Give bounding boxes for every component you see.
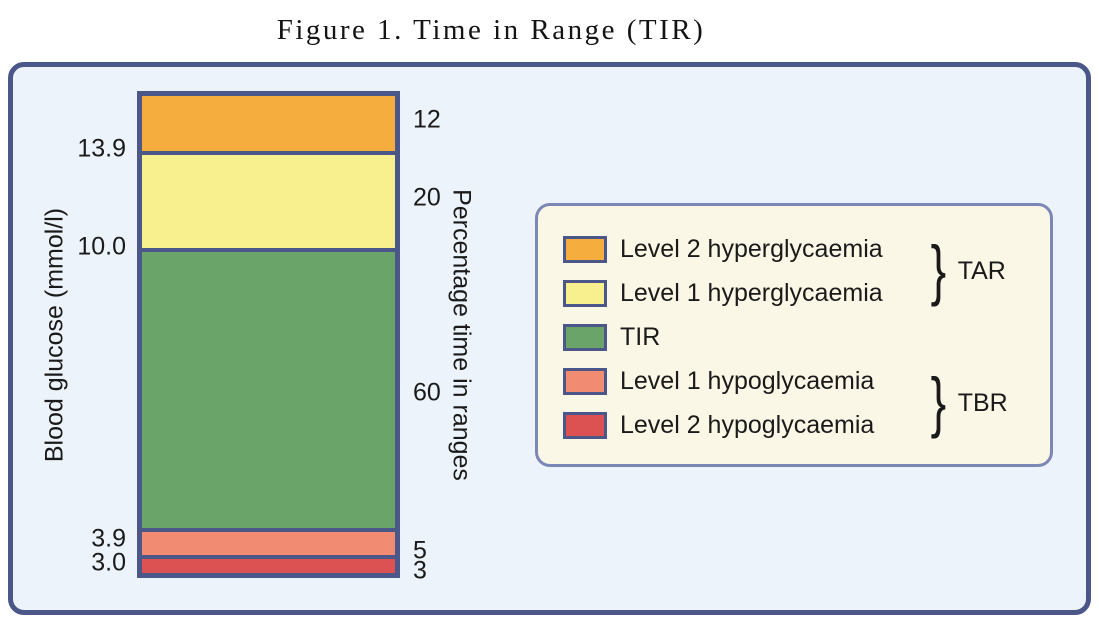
legend-group-tbr: } TBR bbox=[928, 365, 1008, 440]
bar-segment-tir bbox=[142, 247, 395, 529]
bar-segment-level1-hypo bbox=[142, 528, 395, 556]
brace-icon: } bbox=[930, 233, 947, 308]
legend-swatch-level2-hypo bbox=[563, 411, 607, 439]
glucose-tick-10-0: 10.0 bbox=[77, 232, 126, 261]
stacked-bar-chart: 13.9 10.0 3.9 3.0 12 20 60 5 3 bbox=[77, 91, 441, 584]
bar-segment-level2-hypo bbox=[142, 555, 395, 573]
percent-label-level2-hyper: 12 bbox=[413, 105, 441, 134]
legend-swatch-level2-hyper bbox=[563, 235, 607, 263]
legend-row-level1-hyper: Level 1 hyperglycaemia bbox=[563, 271, 1050, 315]
legend-swatch-level1-hyper bbox=[563, 279, 607, 307]
figure-panel: Blood glucose (mmol/l) Percentage time i… bbox=[8, 62, 1091, 615]
legend-group-tar: } TAR bbox=[928, 233, 1006, 308]
bar-segment-level1-hyper bbox=[142, 151, 395, 248]
legend-row-level2-hypo: Level 2 hypoglycaemia bbox=[563, 403, 1050, 447]
brace-icon: } bbox=[930, 365, 947, 440]
glucose-tick-3-9: 3.9 bbox=[91, 524, 126, 553]
percent-label-level1-hyper: 20 bbox=[413, 183, 441, 212]
percent-label-level2-hypo: 3 bbox=[413, 556, 427, 585]
legend-label-level2-hypo: Level 2 hypoglycaemia bbox=[620, 410, 875, 439]
legend-swatch-tir bbox=[563, 323, 607, 351]
percent-label-level1-hypo: 5 bbox=[413, 536, 427, 565]
figure-title: Figure 1. Time in Range (TIR) bbox=[276, 14, 706, 46]
bar-segment-level2-hyper bbox=[142, 96, 395, 152]
legend-label-level1-hypo: Level 1 hypoglycaemia bbox=[620, 366, 875, 395]
legend-row-level2-hyper: Level 2 hyperglycaemia bbox=[563, 227, 1050, 271]
stacked-bar bbox=[137, 91, 400, 578]
legend-label-level1-hyper: Level 1 hyperglycaemia bbox=[620, 278, 883, 307]
legend-label-level2-hyper: Level 2 hyperglycaemia bbox=[620, 234, 883, 263]
y-axis-label-glucose: Blood glucose (mmol/l) bbox=[40, 207, 69, 463]
percent-label-tir: 60 bbox=[413, 378, 441, 407]
group-label-tar: TAR bbox=[957, 256, 1006, 285]
group-label-tbr: TBR bbox=[957, 388, 1008, 417]
legend-row-tir: TIR bbox=[563, 315, 1050, 359]
glucose-tick-3-0: 3.0 bbox=[91, 548, 126, 577]
glucose-tick-13-9: 13.9 bbox=[77, 134, 126, 163]
legend: Level 2 hyperglycaemia Level 1 hyperglyc… bbox=[535, 203, 1053, 467]
legend-swatch-level1-hypo bbox=[563, 367, 607, 395]
y-axis-label-percentage: Percentage time in ranges bbox=[447, 189, 476, 481]
legend-row-level1-hypo: Level 1 hypoglycaemia bbox=[563, 359, 1050, 403]
legend-label-tir: TIR bbox=[620, 322, 661, 351]
